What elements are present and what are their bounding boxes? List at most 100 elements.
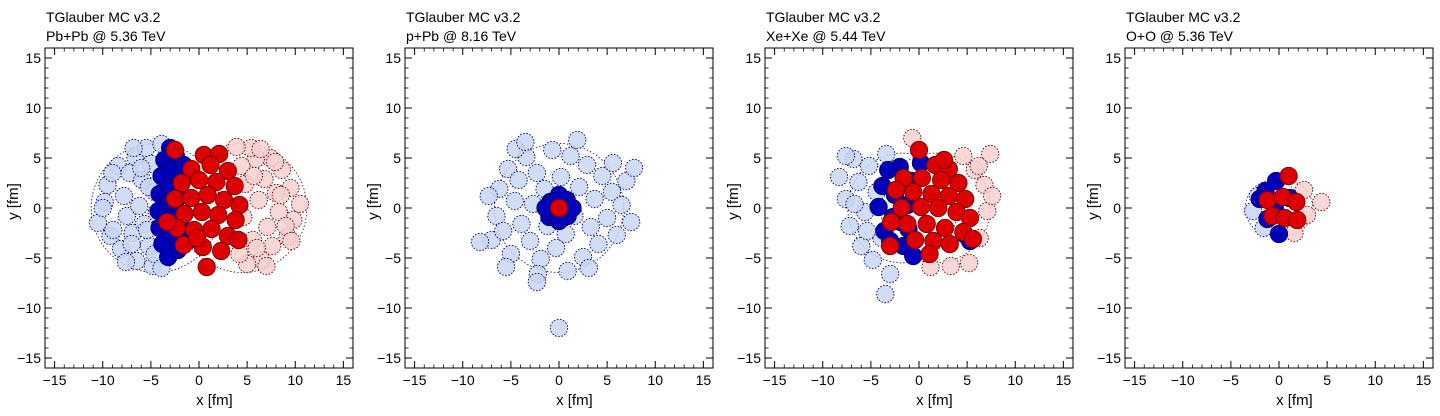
participant-nucleon: [911, 197, 931, 217]
participant-nucleon: [912, 168, 932, 188]
participant-nucleon: [917, 214, 936, 234]
x-axis-label: x [fm]: [1276, 392, 1313, 409]
y-tick-label: 15: [385, 50, 401, 66]
y-tick-label: −10: [737, 300, 761, 316]
participant-nucleon: [207, 172, 226, 192]
y-tick-label: 0: [1113, 200, 1121, 216]
spectator-nucleon: [130, 196, 149, 216]
spectator-nucleon: [607, 225, 626, 245]
y-tick-label: 15: [1105, 50, 1121, 66]
panel-1: TGlauber MC v3.2 Pb+Pb @ 5.36 TeV −15 −10 −5…: [5, 9, 354, 409]
panel-subtitle: p+Pb @ 8.16 TeV: [406, 28, 517, 44]
spectator-nucleon: [551, 167, 571, 187]
spectator-nucleon: [585, 189, 604, 209]
spectator-nucleon: [568, 130, 587, 150]
spectator-nucleon: [527, 272, 546, 292]
axis-ticks: −15 −10 −5 0 5 10 15 −15 −10 −5 0 5 10 15: [737, 47, 1074, 388]
y-tick-label: −10: [17, 300, 41, 316]
spectator-nucleon: [547, 238, 566, 258]
participant-nucleon: [182, 188, 201, 208]
x-tick-label: 5: [1323, 372, 1331, 388]
participant-nucleon: [934, 150, 954, 170]
series-target-participants: [1258, 166, 1307, 230]
spectator-nucleon: [558, 261, 577, 281]
spectator-nucleon: [230, 244, 249, 264]
spectator-nucleon: [531, 249, 550, 269]
spectator-nucleon: [249, 190, 268, 210]
participant-nucleon: [963, 229, 983, 249]
x-tick-label: −5: [143, 372, 159, 388]
spectator-nucleon: [959, 253, 979, 273]
spectator-nucleon: [598, 208, 617, 228]
y-tick-label: 5: [1113, 150, 1121, 166]
y-tick-label: 15: [25, 50, 41, 66]
spectator-nucleon: [516, 132, 535, 152]
spectator-nucleon: [836, 146, 855, 166]
spectator-nucleon: [981, 144, 1000, 164]
participant-nucleon: [904, 246, 923, 266]
y-axis-label: y [fm]: [5, 183, 22, 220]
participant-nucleon: [1288, 210, 1307, 230]
spectator-nucleon: [978, 201, 997, 221]
spectator-nucleon: [881, 264, 900, 284]
participant-nucleon: [1279, 166, 1298, 186]
x-tick-label: 15: [1416, 372, 1432, 388]
x-tick-label: 15: [696, 372, 712, 388]
spectator-nucleon: [103, 163, 122, 183]
participant-nucleon: [909, 140, 929, 160]
x-tick-label: −10: [1171, 372, 1195, 388]
y-tick-label: −15: [17, 350, 41, 366]
x-axis-label: x [fm]: [196, 392, 233, 409]
participant-nucleon: [230, 195, 249, 215]
y-tick-label: −10: [377, 300, 401, 316]
participant-nucleon: [187, 228, 207, 248]
spectator-nucleon: [863, 250, 882, 270]
participant-nucleon: [189, 170, 209, 190]
series-target-participants: [536, 185, 582, 231]
y-tick-label: 0: [753, 200, 761, 216]
spectator-nucleon: [88, 213, 108, 233]
y-tick-label: 5: [753, 150, 761, 166]
spectator-nucleon: [487, 206, 506, 226]
spectator-nucleon: [512, 214, 531, 234]
participant-nucleon: [549, 198, 569, 218]
spectator-nucleon: [470, 232, 490, 252]
spectator-nucleon: [1312, 192, 1331, 212]
panel-title: TGlauber MC v3.2: [1126, 9, 1241, 25]
spectator-nucleon: [282, 231, 301, 251]
spectator-nucleon: [603, 153, 623, 173]
series-target-participants: [158, 140, 249, 277]
spectator-nucleon: [877, 144, 896, 164]
participant-nucleon: [898, 214, 917, 234]
panel-subtitle: Pb+Pb @ 5.36 TeV: [46, 28, 166, 44]
spectator-nucleon: [265, 152, 285, 172]
x-tick-label: 10: [647, 372, 663, 388]
panel-title: TGlauber MC v3.2: [46, 9, 161, 25]
y-tick-label: 10: [385, 100, 401, 116]
spectator-nucleon: [830, 167, 849, 187]
y-axis-label: y [fm]: [725, 183, 742, 220]
y-tick-label: −15: [377, 350, 401, 366]
y-axis-label: y [fm]: [1085, 183, 1102, 220]
participant-nucleon: [229, 230, 248, 250]
x-tick-label: 15: [1056, 372, 1072, 388]
participant-nucleon: [1287, 192, 1306, 212]
spectator-nucleon: [624, 158, 644, 178]
y-axis-label: y [fm]: [365, 183, 382, 220]
x-tick-label: −15: [403, 372, 427, 388]
participant-nucleon: [956, 189, 975, 209]
participant-nucleon: [920, 244, 939, 264]
y-tick-label: 10: [1105, 100, 1121, 116]
y-tick-label: −10: [1097, 300, 1121, 316]
participant-nucleon: [218, 161, 237, 181]
spectator-nucleon: [581, 217, 600, 237]
y-tick-label: 5: [33, 150, 41, 166]
spectator-nucleon: [589, 234, 608, 254]
x-tick-label: −5: [503, 372, 519, 388]
panel-2: TGlauber MC v3.2 p+Pb @ 8.16 TeV −15 −10 −5 0…: [365, 9, 714, 409]
y-tick-label: −5: [1105, 250, 1121, 266]
spectator-nucleon: [579, 258, 598, 278]
participant-nucleon: [949, 173, 968, 193]
participant-nucleon: [932, 170, 951, 190]
plot-area: [830, 128, 1002, 304]
